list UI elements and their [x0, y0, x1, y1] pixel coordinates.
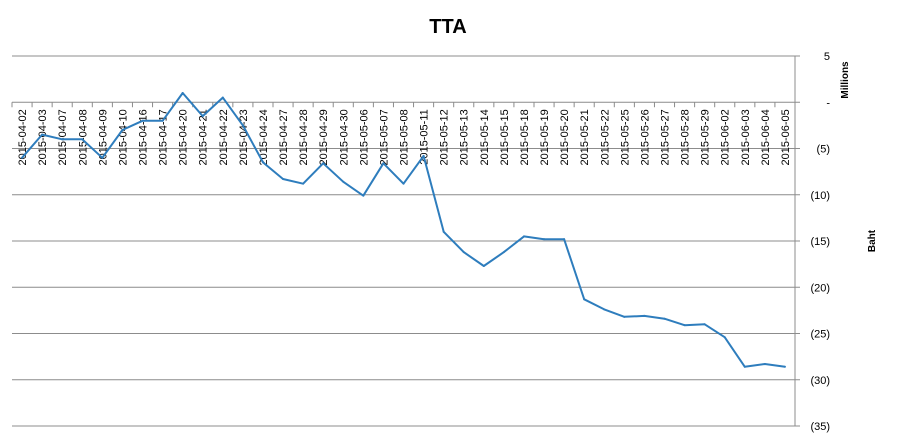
series-layer [21, 92, 786, 368]
data-point [723, 336, 726, 339]
x-tick-label: 2015-04-27 [278, 109, 290, 165]
x-tick-label: 2015-04-23 [238, 109, 250, 165]
x-tick-label: 2015-05-15 [499, 109, 511, 165]
y-tick-label: - [826, 97, 830, 109]
x-tick-label: 2015-04-03 [37, 109, 49, 165]
x-tick-label: 2015-04-16 [138, 109, 150, 165]
x-tick-label: 2015-04-07 [57, 109, 69, 165]
data-point [81, 138, 84, 141]
data-point [241, 124, 244, 127]
x-tick-label: 2015-05-08 [399, 109, 411, 165]
data-point [543, 238, 546, 241]
y-tick-label: (10) [810, 190, 830, 202]
data-point [302, 182, 305, 185]
y-tick-label: (15) [810, 236, 830, 248]
data-point [663, 317, 666, 320]
y-tick-label: (20) [810, 282, 830, 294]
data-point [422, 154, 425, 157]
data-point [743, 365, 746, 368]
x-tick-label: 2015-05-21 [579, 109, 591, 165]
x-tick-label: 2015-05-14 [479, 109, 491, 165]
x-tick-label: 2015-04-17 [158, 109, 170, 165]
y-axis-title: Baht [867, 229, 878, 252]
y-tick-label: (25) [810, 329, 830, 341]
x-tick-label: 2015-05-29 [700, 109, 712, 165]
data-point [442, 230, 445, 233]
data-point [261, 161, 264, 164]
data-point [282, 178, 285, 181]
x-tick-label: 2015-05-22 [599, 109, 611, 165]
x-tick-label: 2015-05-25 [619, 109, 631, 165]
chart-title: TTA [429, 16, 466, 38]
x-tick-label: 2015-04-10 [117, 109, 129, 165]
y-axis: 5 - (5) (10) (15) (20) (25) (30) (35) [794, 51, 830, 433]
x-tick-label: 2015-06-04 [760, 109, 772, 165]
x-tick-label: 2015-05-27 [660, 109, 672, 165]
x-tick-label: 2015-04-08 [77, 109, 89, 165]
data-point [61, 138, 64, 141]
data-point [603, 308, 606, 311]
data-point [382, 162, 385, 165]
x-tick-label: 2015-06-03 [740, 109, 752, 165]
y-tick-label: (5) [817, 144, 830, 156]
data-point [161, 119, 164, 122]
data-point [522, 235, 525, 238]
x-tick-label: 2015-05-28 [680, 109, 692, 165]
x-tick-label: 2015-05-13 [459, 109, 471, 165]
data-point [462, 251, 465, 254]
data-point [623, 315, 626, 318]
x-tick-label: 2015-05-11 [419, 109, 431, 164]
x-tick-label: 2015-04-20 [178, 109, 190, 165]
x-tick-label: 2015-04-02 [17, 109, 29, 165]
data-point [763, 363, 766, 366]
data-point [402, 182, 405, 185]
y-tick-label: 5 [824, 51, 830, 63]
data-point [21, 156, 24, 159]
x-tick-label: 2015-05-18 [519, 109, 531, 165]
data-point [703, 323, 706, 326]
y-tick-label: (35) [810, 421, 830, 433]
data-point [141, 119, 144, 122]
data-point [181, 92, 184, 94]
x-tick-label: 2015-04-30 [338, 109, 350, 165]
x-tick-label: 2015-06-02 [720, 109, 732, 165]
data-point [563, 238, 566, 241]
gridlines [12, 55, 795, 427]
x-tick-label: 2015-04-22 [218, 109, 230, 165]
x-tick-label: 2015-04-24 [258, 109, 270, 165]
data-point [221, 96, 224, 99]
x-tick-label: 2015-05-06 [358, 109, 370, 165]
x-tick-label: 2015-04-28 [298, 109, 310, 165]
data-point [643, 314, 646, 317]
data-point [322, 162, 325, 165]
y-axis-unit-label: Millions [840, 61, 851, 99]
x-tick-label: 2015-05-20 [559, 109, 571, 165]
data-point [783, 365, 786, 368]
data-point [41, 133, 44, 136]
x-axis-tick-labels: 2015-04-02 2015-04-03 2015-04-07 2015-04-08… [11, 102, 796, 166]
data-point [502, 251, 505, 254]
data-point [362, 194, 365, 197]
x-tick-label: 2015-05-26 [639, 109, 651, 165]
data-point [683, 324, 686, 327]
data-point [201, 115, 204, 118]
data-point [342, 180, 345, 183]
y-tick-label: (30) [810, 375, 830, 387]
data-point [121, 129, 124, 131]
x-tick-label: 2015-05-12 [439, 109, 451, 165]
x-tick-label: 2015-04-29 [318, 109, 330, 165]
x-tick-label: 2015-05-19 [539, 109, 551, 165]
data-point [482, 264, 485, 267]
x-tick-label: 2015-04-21 [198, 109, 210, 165]
data-point [583, 298, 586, 301]
x-tick-label: 2015-06-05 [780, 109, 792, 165]
x-tick-label: 2015-05-07 [378, 109, 390, 165]
data-point [101, 156, 104, 159]
